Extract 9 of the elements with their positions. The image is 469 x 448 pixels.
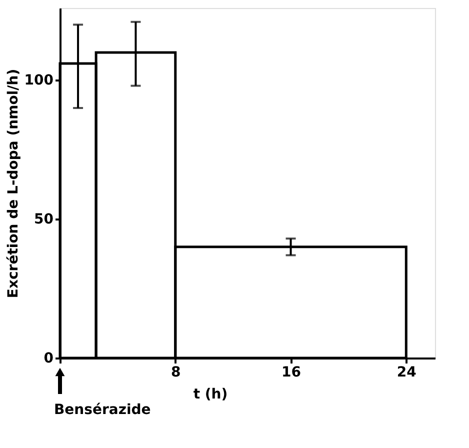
y-tick-label: 100 xyxy=(24,72,54,89)
y-axis-title: Excrétion de L-dopa (nmol/h) xyxy=(5,68,22,298)
x-tick-label: 16 xyxy=(282,364,302,380)
x-tick-label: 24 xyxy=(396,364,417,380)
text: Bensérazide xyxy=(54,402,151,418)
x-tick-label: 8 xyxy=(171,364,181,380)
x-axis-title: t (h) xyxy=(193,386,228,402)
y-tick-label: 50 xyxy=(34,212,54,228)
y-tick-label: 0 xyxy=(44,350,54,366)
